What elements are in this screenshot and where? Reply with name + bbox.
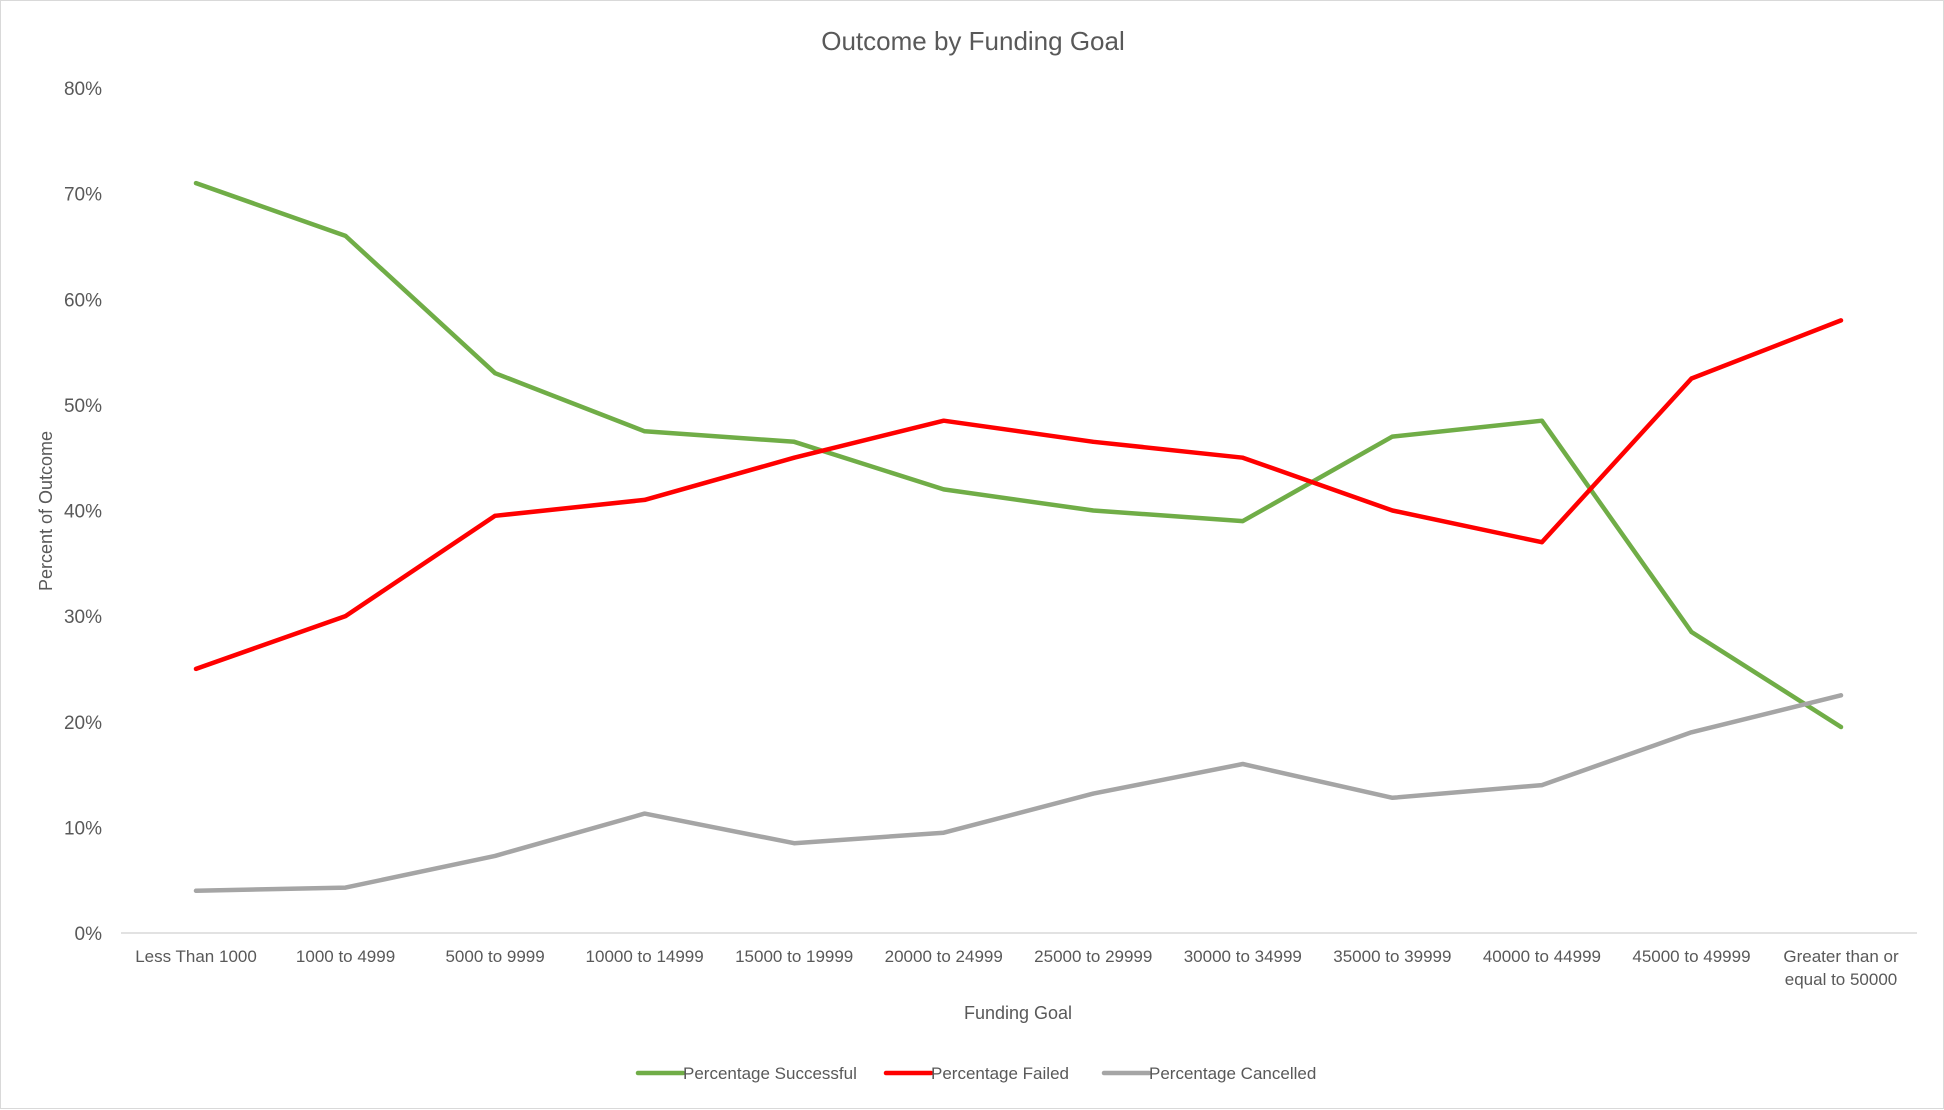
data-point-percentage-cancelled (1240, 762, 1245, 766)
data-point-percentage-cancelled (1839, 693, 1843, 698)
data-point-percentage-failed (1689, 376, 1694, 381)
x-tick-label: Greater than or equal to 50000 (1783, 947, 1899, 989)
data-point-percentage-successful (792, 439, 797, 444)
data-point-percentage-successful (941, 487, 946, 492)
y-axis-title: Percent of Outcome (36, 431, 56, 591)
x-tick-label: Less Than 1000 (135, 947, 257, 966)
y-tick-label: 20% (64, 713, 102, 734)
y-tick-label: 0% (75, 924, 103, 945)
series-line-percentage-failed (193, 318, 1844, 672)
data-point-percentage-successful (1390, 434, 1395, 439)
legend-label-percentage-successful: Percentage Successful (683, 1064, 857, 1083)
data-point-percentage-failed (1240, 455, 1245, 460)
series-lines (193, 180, 1844, 894)
y-tick-label: 80% (64, 79, 102, 100)
legend: Percentage Successful Percentage Failed Pe… (635, 1064, 1316, 1083)
data-point-percentage-successful (1240, 519, 1245, 524)
data-point-percentage-cancelled (642, 811, 647, 816)
legend-label-percentage-cancelled: Percentage Cancelled (1149, 1064, 1316, 1083)
chart-title: Outcome by Funding Goal (821, 26, 1125, 56)
x-tick-label: 30000 to 34999 (1184, 947, 1302, 966)
data-point-percentage-failed (1539, 540, 1544, 545)
data-point-percentage-successful (493, 371, 498, 376)
x-tick-label: 20000 to 24999 (885, 947, 1003, 966)
data-point-percentage-successful (1539, 418, 1544, 423)
y-tick-label: 60% (64, 290, 102, 311)
data-point-percentage-failed (343, 614, 348, 619)
y-tick-label: 70% (64, 185, 102, 206)
series-line-percentage-cancelled (193, 693, 1844, 894)
y-tick-label: 40% (64, 502, 102, 523)
x-tick-label: 40000 to 44999 (1483, 947, 1601, 966)
data-point-percentage-successful (1091, 508, 1096, 513)
data-point-percentage-failed (941, 418, 946, 423)
data-point-percentage-failed (1390, 508, 1395, 513)
data-point-percentage-failed (642, 497, 647, 502)
data-point-percentage-cancelled (941, 830, 946, 835)
data-point-percentage-cancelled (1539, 783, 1544, 788)
data-point-percentage-failed (1091, 439, 1096, 444)
y-tick-label: 10% (64, 818, 102, 839)
data-point-percentage-successful (343, 233, 348, 238)
x-tick-label: 10000 to 14999 (586, 947, 704, 966)
x-tick-label: 1000 to 4999 (296, 947, 395, 966)
data-point-percentage-failed (194, 666, 198, 671)
data-point-percentage-failed (792, 455, 797, 460)
x-tick-label: 35000 to 39999 (1333, 947, 1451, 966)
y-tick-label: 30% (64, 607, 102, 628)
x-tick-label: 5000 to 9999 (445, 947, 544, 966)
data-point-percentage-cancelled (194, 888, 198, 893)
data-point-percentage-cancelled (792, 841, 797, 846)
data-point-percentage-successful (194, 181, 198, 186)
x-tick-label: 15000 to 19999 (735, 947, 853, 966)
x-axis-ticks: Less Than 1000 1000 to 4999 5000 to 9999 10… (135, 947, 1899, 989)
data-point-percentage-failed (493, 513, 498, 518)
x-tick-label: 45000 to 49999 (1632, 947, 1750, 966)
data-point-percentage-failed (1839, 318, 1843, 323)
y-tick-label: 50% (64, 396, 102, 417)
series-line-percentage-successful (193, 180, 1844, 730)
data-point-percentage-cancelled (343, 885, 348, 890)
data-point-percentage-cancelled (1091, 791, 1096, 796)
data-point-percentage-successful (1689, 629, 1694, 634)
legend-label-percentage-failed: Percentage Failed (931, 1064, 1069, 1083)
data-point-percentage-cancelled (1689, 730, 1694, 735)
data-point-percentage-successful (642, 429, 647, 434)
data-point-percentage-cancelled (1390, 795, 1395, 800)
data-point-percentage-successful (1839, 725, 1843, 730)
data-point-percentage-cancelled (493, 853, 498, 858)
y-axis-ticks: 0% 10% 20% 30% 40% 50% 60% 70% 80% (64, 79, 102, 945)
x-tick-label: 25000 to 29999 (1034, 947, 1152, 966)
x-axis-title: Funding Goal (964, 1003, 1072, 1023)
